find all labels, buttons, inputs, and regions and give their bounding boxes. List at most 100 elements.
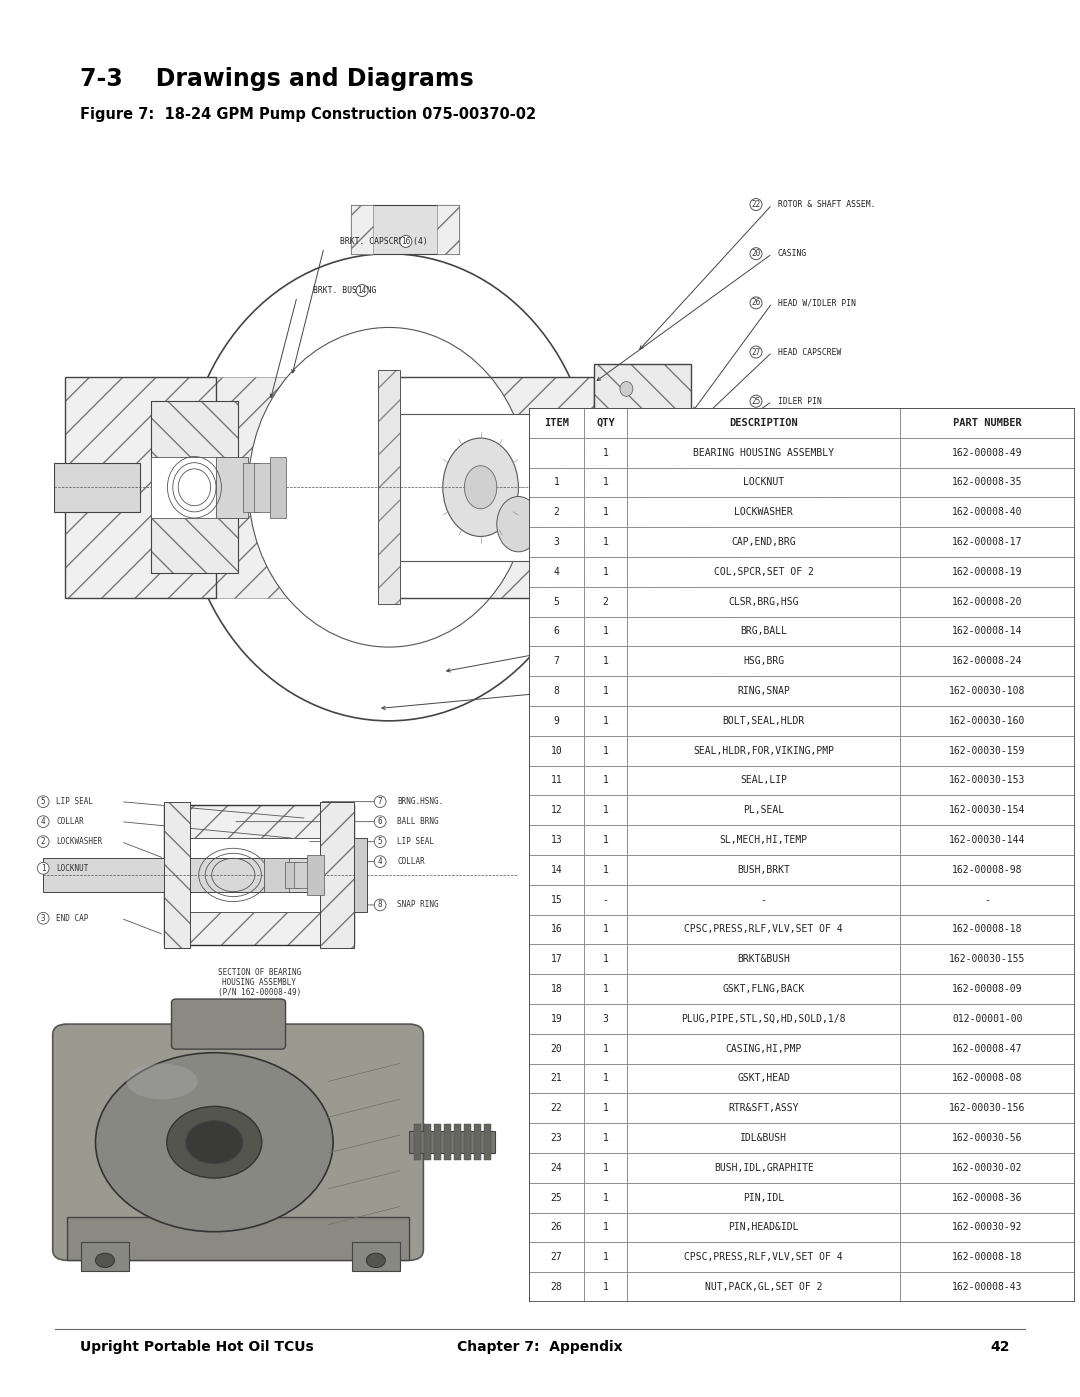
Bar xyxy=(583,944,627,974)
Bar xyxy=(583,1242,627,1273)
Text: PART NUMBER: PART NUMBER xyxy=(953,418,1022,427)
Bar xyxy=(900,766,1075,795)
Text: HEAD W/IDLER PIN: HEAD W/IDLER PIN xyxy=(778,299,855,307)
Bar xyxy=(900,826,1075,855)
Bar xyxy=(151,401,238,573)
Bar xyxy=(529,437,583,468)
Text: 162-00008-35: 162-00008-35 xyxy=(953,478,1023,488)
Text: 15: 15 xyxy=(551,894,563,905)
Text: 16: 16 xyxy=(551,925,563,935)
Bar xyxy=(320,802,354,949)
Text: 8: 8 xyxy=(554,686,559,696)
Text: ROTOR & SHAFT ASSEM.: ROTOR & SHAFT ASSEM. xyxy=(778,200,875,210)
Bar xyxy=(151,457,238,518)
Bar xyxy=(529,705,583,736)
Bar xyxy=(900,915,1075,944)
Bar xyxy=(264,858,289,891)
Text: 3: 3 xyxy=(554,536,559,548)
Ellipse shape xyxy=(126,1063,198,1099)
Bar xyxy=(627,1063,900,1094)
Text: 1: 1 xyxy=(603,835,608,845)
Bar xyxy=(529,1153,583,1183)
Text: 18: 18 xyxy=(752,606,760,615)
Bar xyxy=(529,557,583,587)
Text: NUT,PACK,GL,SET OF 2: NUT,PACK,GL,SET OF 2 xyxy=(705,1282,823,1292)
Bar xyxy=(583,557,627,587)
Bar xyxy=(627,1153,900,1183)
Bar xyxy=(627,647,900,676)
Text: HEAD CAPSCREW: HEAD CAPSCREW xyxy=(778,348,841,356)
Text: 23: 23 xyxy=(551,1133,563,1143)
Circle shape xyxy=(629,503,646,521)
Text: 1: 1 xyxy=(603,954,608,964)
Bar xyxy=(583,587,627,616)
FancyBboxPatch shape xyxy=(172,999,285,1049)
Bar xyxy=(627,437,900,468)
Text: 5: 5 xyxy=(554,597,559,606)
Bar xyxy=(627,616,900,647)
Bar xyxy=(583,884,627,915)
Bar xyxy=(307,855,324,895)
Bar xyxy=(583,855,627,884)
Bar xyxy=(529,974,583,1004)
Text: 1: 1 xyxy=(603,1133,608,1143)
Bar xyxy=(900,1242,1075,1273)
Bar xyxy=(400,414,562,562)
Text: 1: 1 xyxy=(603,657,608,666)
Text: 1: 1 xyxy=(603,1222,608,1232)
Bar xyxy=(583,468,627,497)
Bar xyxy=(243,462,259,511)
Bar xyxy=(605,414,670,562)
Text: RING,SNAP: RING,SNAP xyxy=(738,686,791,696)
Ellipse shape xyxy=(464,465,497,509)
Bar xyxy=(627,944,900,974)
Text: LIP SEAL: LIP SEAL xyxy=(56,798,93,806)
Text: 162-00008-18: 162-00008-18 xyxy=(953,1252,1023,1263)
Bar xyxy=(900,616,1075,647)
Text: 19: 19 xyxy=(551,1014,563,1024)
Bar xyxy=(627,1004,900,1034)
Text: 162-00030-92: 162-00030-92 xyxy=(953,1222,1023,1232)
Bar xyxy=(627,587,900,616)
Bar xyxy=(583,497,627,527)
Bar xyxy=(900,647,1075,676)
Text: 1: 1 xyxy=(554,478,559,488)
Text: 24: 24 xyxy=(551,1162,563,1173)
Text: 4: 4 xyxy=(41,817,45,826)
Text: 7-3    Drawings and Diagrams: 7-3 Drawings and Diagrams xyxy=(80,67,474,91)
Bar xyxy=(254,462,275,511)
Bar xyxy=(409,1132,495,1153)
Bar xyxy=(627,1034,900,1063)
Text: 6: 6 xyxy=(554,626,559,637)
Bar xyxy=(529,766,583,795)
Bar xyxy=(900,884,1075,915)
Text: CASING,HI,PMP: CASING,HI,PMP xyxy=(726,1044,802,1053)
Text: IDLER PIN: IDLER PIN xyxy=(778,397,822,405)
Bar xyxy=(900,1034,1075,1063)
Bar xyxy=(583,1004,627,1034)
Text: 21: 21 xyxy=(752,545,760,553)
Text: SEAL,LIP: SEAL,LIP xyxy=(740,775,787,785)
Text: 1: 1 xyxy=(603,1162,608,1173)
Bar xyxy=(627,468,900,497)
Text: 21: 21 xyxy=(551,1073,563,1084)
Bar xyxy=(164,805,354,944)
Bar xyxy=(184,377,389,598)
Bar xyxy=(67,1217,409,1260)
Ellipse shape xyxy=(497,496,540,552)
Bar xyxy=(529,468,583,497)
Bar xyxy=(594,365,691,610)
Bar xyxy=(164,802,190,949)
Bar xyxy=(529,587,583,616)
Text: 162-00008-19: 162-00008-19 xyxy=(953,567,1023,577)
Text: Chapter 7:  Appendix: Chapter 7: Appendix xyxy=(457,1340,623,1354)
Text: BRKT. BUSHING: BRKT. BUSHING xyxy=(313,286,377,295)
Text: 1: 1 xyxy=(603,478,608,488)
Text: CPSC,PRESS,RLF,VLV,SET OF 4: CPSC,PRESS,RLF,VLV,SET OF 4 xyxy=(685,925,843,935)
Bar xyxy=(529,855,583,884)
Bar xyxy=(900,855,1075,884)
Text: BRKT&BUSH: BRKT&BUSH xyxy=(738,954,791,964)
Bar xyxy=(900,587,1075,616)
Bar xyxy=(529,676,583,705)
Text: 162-00030-160: 162-00030-160 xyxy=(949,715,1026,726)
